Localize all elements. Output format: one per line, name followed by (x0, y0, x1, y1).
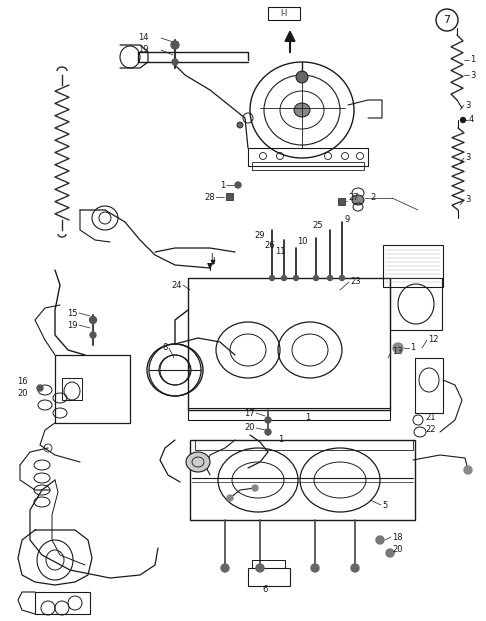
Circle shape (281, 276, 287, 281)
Bar (248, 148, 368, 166)
Circle shape (311, 564, 319, 572)
Bar (188, 408, 390, 420)
Text: 7: 7 (443, 15, 451, 25)
Circle shape (313, 276, 318, 281)
Text: 21: 21 (425, 414, 435, 422)
Text: 3: 3 (465, 196, 470, 204)
Bar (35, 592, 90, 614)
Text: I-I: I-I (280, 9, 288, 18)
Text: 19: 19 (68, 320, 78, 330)
Ellipse shape (237, 122, 243, 128)
Circle shape (172, 59, 178, 65)
Circle shape (393, 343, 403, 353)
Circle shape (221, 564, 229, 572)
Circle shape (256, 564, 264, 572)
Circle shape (252, 485, 258, 491)
Text: 4: 4 (469, 116, 474, 124)
Text: 17: 17 (244, 409, 255, 417)
Text: 20: 20 (17, 389, 28, 397)
Bar (226, 193, 233, 200)
Bar (195, 440, 413, 450)
Text: 2: 2 (370, 194, 375, 202)
Ellipse shape (352, 195, 364, 205)
Text: 3: 3 (465, 153, 470, 163)
Bar (252, 162, 364, 170)
Circle shape (464, 466, 472, 474)
Text: 25: 25 (312, 222, 323, 230)
Bar (248, 568, 290, 586)
Text: 9: 9 (344, 215, 349, 225)
Text: 26: 26 (264, 240, 275, 250)
Text: 1: 1 (410, 343, 415, 353)
Circle shape (171, 41, 179, 49)
Circle shape (386, 549, 394, 557)
Text: 27: 27 (348, 194, 359, 202)
Bar (62, 378, 82, 400)
Circle shape (270, 276, 275, 281)
Bar (188, 278, 390, 410)
Circle shape (227, 495, 233, 501)
Text: 24: 24 (172, 281, 182, 289)
Text: 29: 29 (255, 230, 265, 240)
Text: 19: 19 (138, 45, 149, 55)
Text: 20: 20 (392, 545, 402, 555)
Text: 5: 5 (382, 501, 387, 509)
Circle shape (235, 182, 241, 188)
Circle shape (37, 385, 43, 391)
Circle shape (265, 429, 271, 435)
Circle shape (89, 317, 97, 324)
Text: 1: 1 (278, 435, 283, 445)
Text: 1: 1 (220, 181, 225, 189)
Text: I: I (210, 253, 212, 263)
Text: 16: 16 (17, 378, 28, 386)
Bar (383, 245, 443, 287)
Bar (55, 355, 130, 423)
Circle shape (265, 417, 271, 423)
Ellipse shape (296, 71, 308, 83)
Text: 28: 28 (205, 193, 215, 201)
Ellipse shape (294, 103, 310, 117)
Bar (390, 278, 442, 330)
Text: 20: 20 (244, 424, 255, 432)
Circle shape (376, 536, 384, 544)
Text: 3: 3 (465, 101, 470, 109)
Text: 12: 12 (428, 335, 438, 345)
Ellipse shape (186, 452, 210, 472)
Text: 10: 10 (297, 237, 308, 247)
Circle shape (328, 276, 332, 281)
Circle shape (461, 117, 466, 122)
Circle shape (351, 564, 359, 572)
Text: 23: 23 (350, 278, 361, 286)
Circle shape (340, 276, 345, 281)
Bar (338, 198, 345, 205)
Bar (190, 440, 415, 520)
Bar (268, 7, 300, 20)
Text: 8: 8 (163, 343, 168, 353)
Text: 14: 14 (138, 34, 149, 42)
Circle shape (294, 276, 298, 281)
Text: 18: 18 (392, 532, 402, 542)
Text: 22: 22 (425, 425, 435, 435)
Text: 11: 11 (276, 248, 286, 256)
Text: 13: 13 (392, 348, 402, 356)
Text: 1: 1 (305, 414, 310, 422)
Text: I: I (212, 258, 214, 266)
Text: 15: 15 (68, 309, 78, 317)
Text: 6: 6 (262, 586, 268, 594)
Circle shape (90, 332, 96, 338)
Text: 1: 1 (470, 55, 475, 65)
Text: 3: 3 (470, 71, 475, 79)
Bar (415, 358, 443, 413)
